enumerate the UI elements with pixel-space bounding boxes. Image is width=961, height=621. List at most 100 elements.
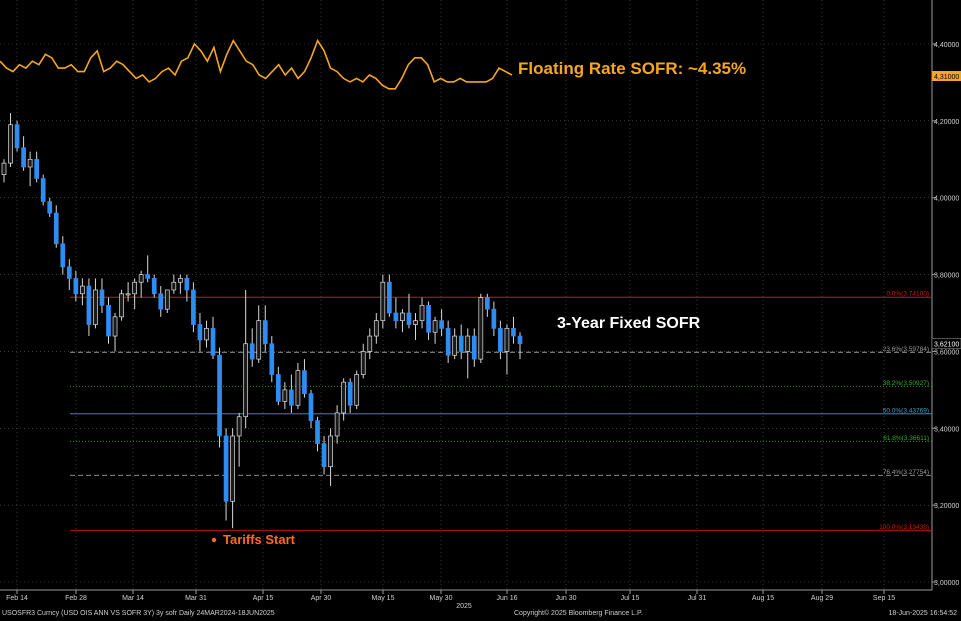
candle-body	[8, 124, 13, 164]
candle-body	[47, 201, 53, 214]
candle-body	[151, 278, 157, 295]
last-value-floating: 4,31000	[934, 74, 959, 81]
last-value-tag	[931, 338, 961, 349]
candle-body	[302, 370, 307, 395]
candle-body	[426, 304, 431, 333]
candle-body	[138, 274, 144, 283]
candle-body	[354, 374, 360, 406]
candle-body	[360, 351, 366, 375]
candle-body	[132, 281, 137, 295]
candle-body	[484, 297, 490, 310]
candle-body	[1, 162, 7, 176]
candle-body	[406, 312, 412, 325]
fib-level-label: 61.8%(3.36611)	[883, 435, 929, 442]
fib-level-label: 0.0%(3.74100)	[886, 291, 929, 298]
candle-body	[53, 212, 59, 245]
candle-body	[243, 343, 249, 418]
y-tick-label: 3,20000	[934, 503, 959, 510]
candle-body	[328, 435, 333, 468]
candle-body	[511, 328, 516, 337]
candle-body	[73, 278, 79, 295]
x-tick-label: May 30	[430, 595, 453, 602]
candle-body	[262, 320, 268, 345]
candle-body	[432, 320, 438, 333]
fib-level-label: 23.6%(3.59784)	[883, 346, 929, 353]
candle-body	[99, 289, 105, 306]
footer-ticker: USOSFR3 Curncy (USD OIS ANN VS SOFR 3Y) …	[2, 610, 275, 617]
candle-body	[347, 381, 353, 406]
candle-body	[93, 289, 98, 325]
y-tick-label: 4,00000	[934, 196, 959, 203]
footer-timestamp: 18-Jun-2025 16:54:52	[888, 610, 958, 617]
candle-body	[491, 308, 497, 329]
candle-body	[341, 381, 346, 414]
candle-body	[197, 324, 203, 341]
candle-body	[445, 328, 451, 356]
x-year-label: 2025	[456, 603, 472, 610]
candle-body	[517, 335, 523, 345]
x-tick-label: Jul 31	[688, 595, 707, 602]
x-tick-label: Apr 30	[311, 595, 332, 602]
x-tick-label: Mar 14	[122, 595, 144, 602]
candle-body	[217, 354, 222, 437]
candle-body	[367, 335, 373, 352]
candle-body	[106, 304, 111, 337]
x-tick-label: Aug 29	[811, 595, 833, 602]
candle-body	[230, 435, 235, 502]
candle-body	[249, 343, 255, 360]
x-tick-label: May 15	[372, 595, 395, 602]
candle-body	[419, 304, 425, 322]
x-tick-label: Apr 15	[253, 595, 274, 602]
y-tick-label: 3,40000	[934, 426, 959, 433]
candle-body	[413, 320, 418, 325]
candle-body	[184, 278, 190, 291]
candle-body	[191, 289, 196, 325]
candle-body	[171, 281, 177, 291]
candle-body	[210, 328, 216, 356]
last-value-sofr3y: 3,62100	[934, 341, 959, 348]
candle-body	[178, 278, 183, 283]
candle-body	[393, 312, 399, 322]
x-tick-label: Aug 15	[752, 595, 774, 602]
y-tick-label: 3,80000	[934, 273, 959, 280]
candle-body	[236, 416, 242, 437]
x-tick-label: Feb 14	[6, 595, 28, 602]
floating-value-tag	[932, 71, 961, 81]
x-tick-label: Jun 30	[555, 595, 576, 602]
y-tick-label: 4,20000	[934, 119, 959, 126]
candle-body	[125, 293, 131, 296]
candle-body	[145, 274, 151, 279]
candle-body	[504, 328, 510, 352]
fib-level-label: 76.4%(3.27754)	[883, 469, 929, 476]
x-tick-label: Sep 15	[873, 595, 895, 602]
candle-body	[458, 335, 464, 352]
candle-body	[452, 335, 458, 356]
y-tick-label: 3,60000	[934, 349, 959, 356]
candle-body	[223, 435, 229, 502]
candle-body	[86, 285, 92, 325]
candle-body	[14, 124, 20, 149]
candle-body	[40, 178, 46, 202]
candle-body	[282, 389, 288, 402]
footer-copyright: Copyright© 2025 Bloomberg Finance L.P.	[514, 610, 643, 617]
candle-body	[112, 316, 118, 337]
y-tick-label: 3,00000	[934, 580, 959, 587]
fixed-sofr-annotation: 3-Year Fixed SOFR	[557, 315, 701, 332]
fib-level-label: 38.2%(3.50927)	[883, 380, 929, 387]
candle-body	[315, 420, 320, 445]
candle-body	[34, 158, 40, 179]
candle-body	[204, 328, 209, 341]
candle-body	[21, 147, 26, 168]
floating-sofr-line	[0, 38, 513, 90]
x-tick-label: Mar 31	[185, 595, 207, 602]
candle-body	[321, 443, 327, 468]
candle-body	[275, 374, 281, 402]
x-tick-label: Feb 28	[65, 595, 87, 602]
x-tick-label: Jul 15	[621, 595, 640, 602]
candle-body	[471, 335, 477, 360]
candle-body	[27, 158, 33, 168]
candle-body	[308, 393, 314, 421]
fib-level-label: 100.0%(3.13438)	[879, 524, 929, 531]
tariffs-bullet	[211, 537, 217, 543]
